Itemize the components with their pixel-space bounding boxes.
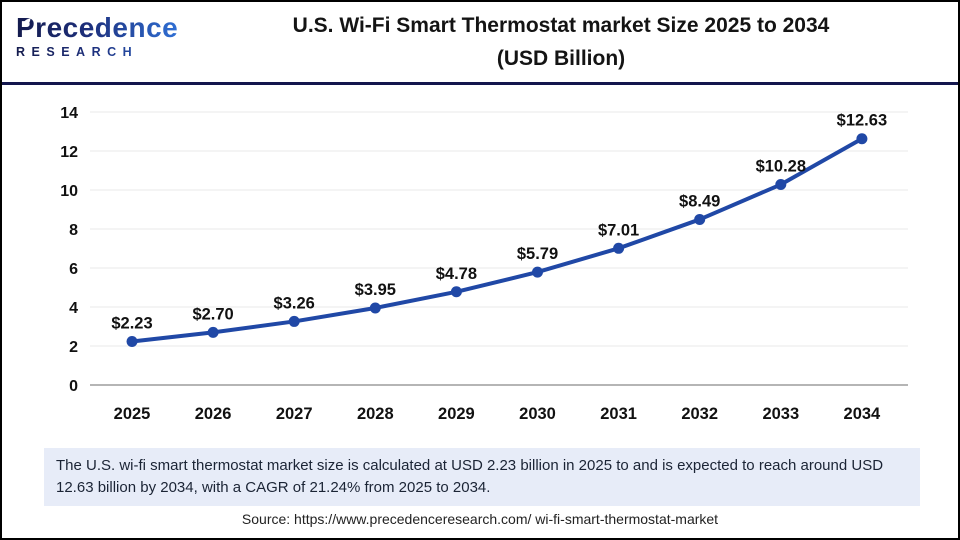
chart-title: U.S. Wi-Fi Smart Thermostat market Size … — [172, 10, 950, 75]
trend-line — [130, 136, 864, 344]
y-tick-label: 12 — [60, 144, 78, 161]
y-tick-label: 2 — [69, 339, 78, 356]
data-point — [613, 242, 625, 254]
data-point-label: $2.70 — [192, 305, 233, 323]
precedence-logo: Precedence RESEARCH — [16, 12, 186, 59]
y-tick-label: 0 — [69, 378, 78, 395]
chart-title-line2: (USD Billion) — [496, 46, 626, 70]
data-point — [288, 315, 300, 327]
x-tick-label: 2034 — [844, 405, 882, 423]
chart-title-line1: U.S. Wi-Fi Smart Thermostat market Size … — [292, 14, 830, 37]
leaf-icon — [22, 18, 31, 27]
data-point — [856, 133, 868, 145]
header: Precedence RESEARCH U.S. Wi-Fi Smart The… — [2, 2, 958, 82]
logo-wordmark: Precedence — [16, 12, 178, 44]
data-point — [450, 286, 462, 298]
data-point-label: $5.79 — [517, 245, 558, 263]
y-tick-label: 8 — [69, 222, 78, 239]
y-tick-label: 14 — [60, 105, 78, 122]
data-point — [369, 302, 381, 314]
y-tick-label: 10 — [60, 183, 78, 200]
x-tick-label: 2028 — [357, 405, 394, 423]
data-point-label: $8.49 — [679, 192, 720, 210]
x-tick-label: 2029 — [438, 405, 475, 423]
data-point-label: $10.28 — [756, 158, 806, 176]
data-point-label: $4.78 — [436, 265, 477, 283]
data-point-label: $2.23 — [111, 315, 152, 333]
data-point — [775, 179, 787, 191]
summary-note: The U.S. wi-fi smart thermostat market s… — [44, 448, 920, 506]
logo-subtitle: RESEARCH — [16, 45, 186, 59]
y-tick-label: 4 — [69, 300, 78, 317]
data-point-label: $3.95 — [355, 281, 396, 299]
data-point — [126, 336, 138, 348]
x-tick-label: 2032 — [681, 405, 718, 423]
x-tick-label: 2026 — [195, 405, 232, 423]
line-chart: 0 2 4 6 8 10 12 14 2025 2026 2027 2028 2029 2030 2031 2… — [60, 105, 908, 423]
x-tick-label: 2031 — [600, 405, 637, 423]
data-point — [207, 326, 219, 338]
data-point-label: $3.26 — [274, 294, 315, 312]
x-tick-label: 2030 — [519, 405, 556, 423]
data-point — [532, 266, 543, 278]
x-tick-label: 2033 — [762, 405, 799, 423]
data-point — [694, 213, 706, 225]
x-tick-label: 2025 — [114, 405, 151, 423]
header-divider — [2, 82, 958, 85]
x-tick-label: 2027 — [276, 405, 313, 423]
source-text: Source: https://www.precedenceresearch.c… — [241, 511, 719, 527]
data-point-label: $7.01 — [598, 221, 639, 239]
y-tick-label: 6 — [69, 261, 78, 278]
data-point-label: $12.63 — [837, 112, 887, 130]
logo-name: Precedence — [16, 12, 179, 43]
